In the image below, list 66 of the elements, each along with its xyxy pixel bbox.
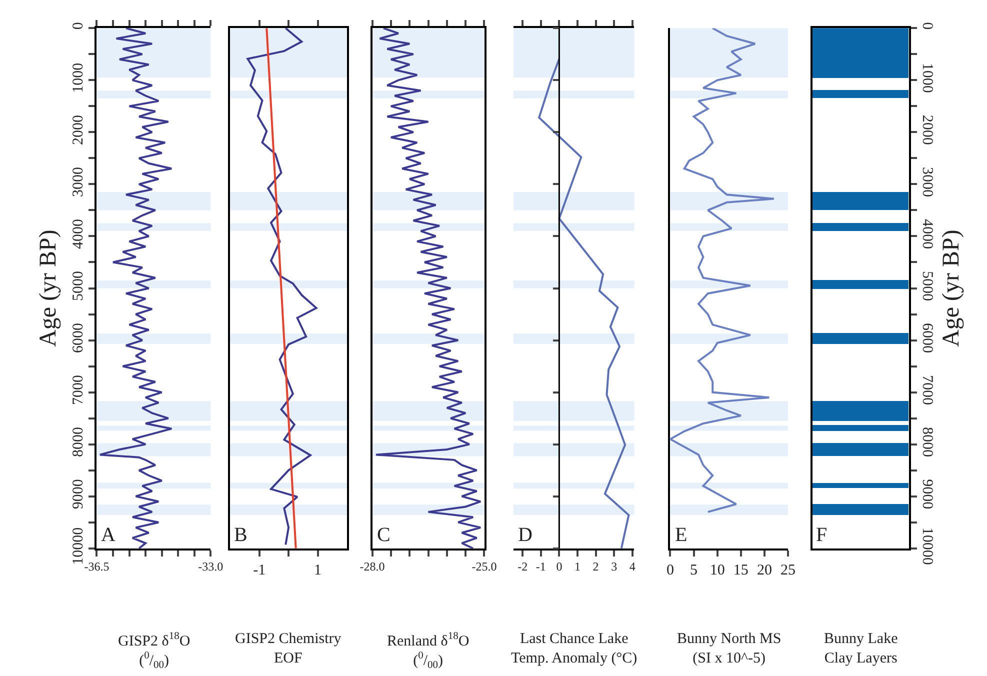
x-axis-title: Bunny Lake Clay Layers [824, 631, 898, 666]
bar [812, 90, 908, 98]
x-tick-label: -28.0 [360, 560, 385, 574]
y-tick-label: 1000 [918, 62, 935, 93]
annotation: E [675, 524, 688, 546]
text: Renland δ$^{18}$O ($^{0}$/$_{00}$) [387, 631, 470, 671]
x-tick-label: 0 [556, 560, 562, 574]
x-tick-label: -1 [253, 562, 266, 578]
annotation: C [377, 524, 390, 546]
y-tick-label: 6000 [918, 323, 935, 354]
y-axis-title: Age (yr BP) [938, 230, 965, 347]
bar [812, 28, 908, 78]
text: GISP2 δ$^{18}$O ($^{0}$/$_{00}$) [118, 631, 190, 671]
bar [812, 333, 908, 344]
x-tick-label: -36.5 [84, 560, 110, 574]
y-tick-label: 10000 [918, 527, 935, 565]
x-tick-label: 3 [611, 560, 618, 574]
x-tick-label: 1 [314, 562, 322, 578]
y-tick-label: 7000 [70, 375, 87, 406]
x-tick-label: 25 [780, 562, 796, 578]
y-tick-label: 1000 [70, 62, 87, 93]
bar [812, 504, 908, 516]
y-tick-label: 3000 [918, 166, 935, 197]
y-tick-label: 8000 [918, 427, 935, 458]
x-tick-label: 2 [592, 560, 599, 574]
annotation: A [101, 524, 116, 546]
x-tick-label: -25.0 [472, 560, 497, 574]
y-axis-title: Age (yr BP) [35, 230, 62, 347]
bar [812, 483, 908, 488]
x-tick-label: 1 [574, 560, 580, 574]
bar [812, 223, 908, 232]
bar [812, 425, 908, 432]
x-tick-label: 0 [666, 562, 674, 578]
y-tick-label: 6000 [70, 323, 87, 354]
bar [812, 443, 908, 456]
x-tick-label: -1 [536, 560, 546, 574]
y-tick-label: 9000 [918, 479, 935, 510]
x-tick-label: -2 [518, 560, 528, 574]
x-tick-label: 5 [690, 562, 698, 578]
y-tick-label: 0 [70, 22, 87, 30]
annotation: B [234, 524, 248, 546]
y-tick-label: 7000 [918, 375, 935, 406]
x-axis-title: GISP2 Chemistry EOF [235, 631, 342, 666]
y-tick-label: 8000 [70, 427, 87, 458]
x-tick-label: 10 [710, 562, 725, 578]
y-tick-label: 4000 [70, 218, 87, 249]
y-tick-label: 3000 [70, 166, 87, 197]
y-tick-label: 2000 [70, 114, 87, 145]
bar [812, 401, 908, 422]
x-axis-title: Bunny North MS (SI x 10^-5) [677, 631, 782, 666]
annotation: D [518, 524, 532, 546]
x-tick-label: 4 [629, 560, 636, 574]
x-tick-label: -33.0 [198, 560, 224, 574]
y-tick-label: 0 [918, 22, 935, 30]
x-tick-label: 15 [733, 562, 748, 578]
x-axis-title: Last Chance Lake Temp. Anomaly (°C) [511, 631, 638, 666]
x-tick-label: 20 [756, 562, 772, 578]
y-tick-label: 5000 [70, 271, 87, 302]
annotation: F [816, 524, 828, 546]
bar [812, 280, 908, 290]
y-tick-label: 2000 [918, 114, 935, 145]
y-tick-label: 9000 [70, 479, 87, 510]
y-tick-label: 4000 [918, 218, 935, 249]
y-tick-label: 10000 [70, 527, 87, 565]
y-tick-label: 5000 [918, 271, 935, 302]
bar [812, 192, 908, 210]
